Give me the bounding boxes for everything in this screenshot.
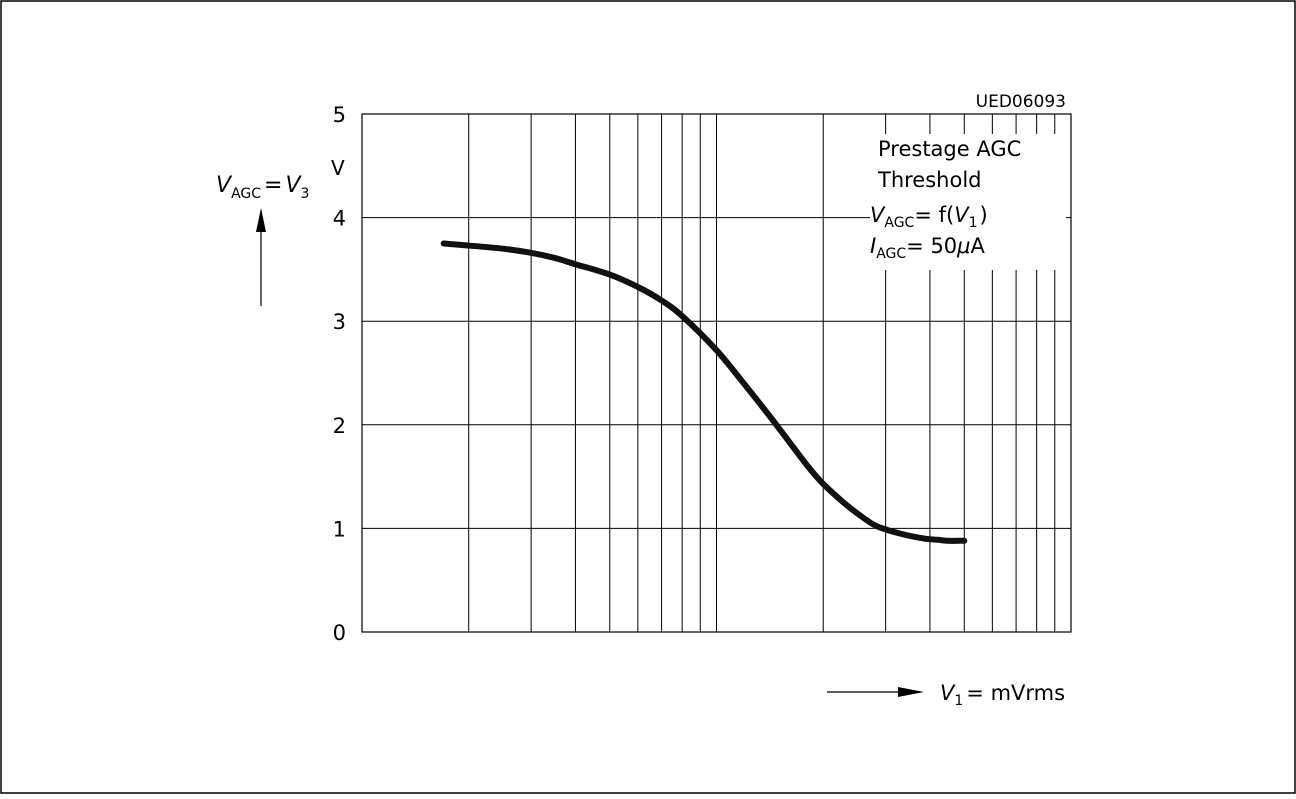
data-point (842, 501, 847, 506)
data-point (659, 298, 664, 303)
data-point (529, 250, 534, 255)
data-point (573, 262, 578, 267)
y-tick-label: 1 (333, 517, 346, 541)
data-point (466, 243, 471, 248)
data-point (786, 439, 791, 444)
annotation-formula-2: IAGC= 50μA (870, 234, 986, 262)
y-axis-unit: V (331, 156, 345, 180)
data-point (873, 523, 878, 528)
data-point (911, 534, 916, 539)
data-point (607, 272, 612, 277)
data-point (742, 382, 747, 387)
data-point (962, 538, 967, 543)
data-point (804, 463, 809, 468)
y-tick-label: 5 (333, 103, 346, 127)
y-tick-label: 2 (333, 414, 346, 438)
data-point (935, 537, 940, 542)
data-point (883, 527, 888, 532)
data-point (861, 516, 866, 521)
annotation-title-line-1: Prestage AGC (878, 137, 1021, 161)
y-axis-arrow-head (256, 208, 266, 232)
data-point (766, 412, 771, 417)
y-tick-label: 0 (333, 621, 346, 645)
data-point (898, 531, 903, 536)
data-point (956, 538, 960, 543)
data-point (635, 285, 640, 290)
data-point (501, 246, 506, 251)
plot-frame (361, 113, 1072, 633)
y-tick-label: 3 (333, 310, 346, 334)
data-point (441, 241, 446, 246)
y-tick-label: 4 (333, 207, 346, 231)
data-point (714, 348, 719, 353)
series-points (441, 241, 967, 543)
data-point (946, 538, 951, 543)
annotation-formula-1: VAGC= f(V1) (870, 203, 988, 231)
data-point (924, 536, 929, 541)
data-point (552, 256, 557, 261)
x-axis-label: V1 = mVrms (940, 681, 1065, 709)
annotation-title-line-2: Threshold (877, 168, 982, 192)
data-point (680, 314, 685, 319)
annotation-background (870, 134, 1066, 270)
x-axis-arrow-head (898, 687, 924, 697)
y-axis-label: VAGC = V3 (216, 173, 309, 202)
series-line (440, 240, 968, 544)
y-tick-labels: 0 1 2 3 4 5 (333, 103, 346, 645)
data-point (821, 481, 826, 486)
figure-code: UED06093 (976, 92, 1066, 112)
